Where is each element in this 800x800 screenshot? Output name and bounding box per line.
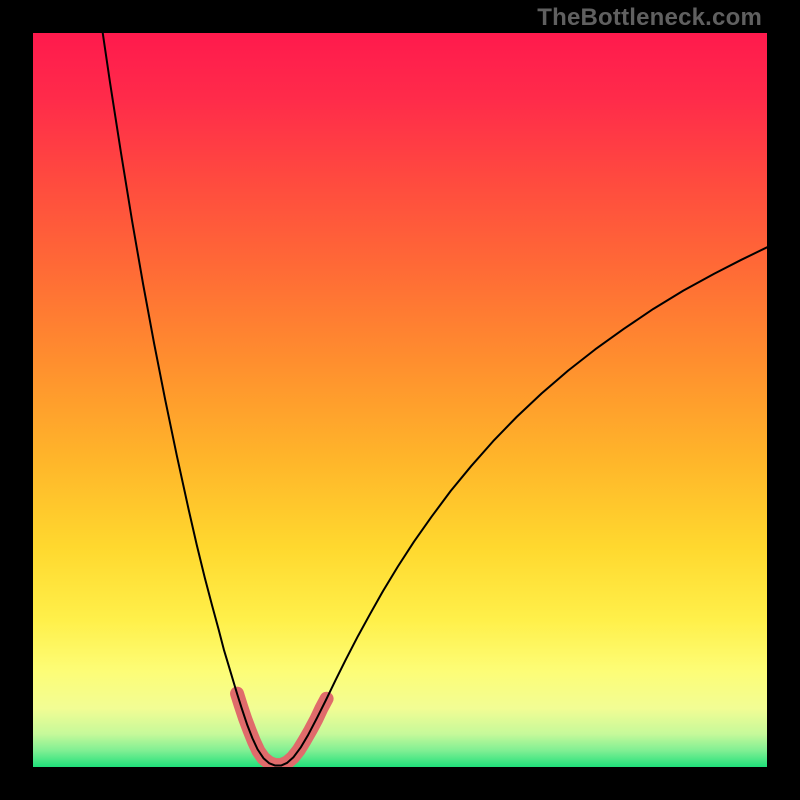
plot-area bbox=[33, 33, 767, 767]
attribution-text: TheBottleneck.com bbox=[537, 4, 762, 32]
chart-frame: TheBottleneck.com bbox=[0, 0, 800, 800]
gradient-background bbox=[33, 33, 767, 767]
chart-svg bbox=[33, 33, 767, 767]
